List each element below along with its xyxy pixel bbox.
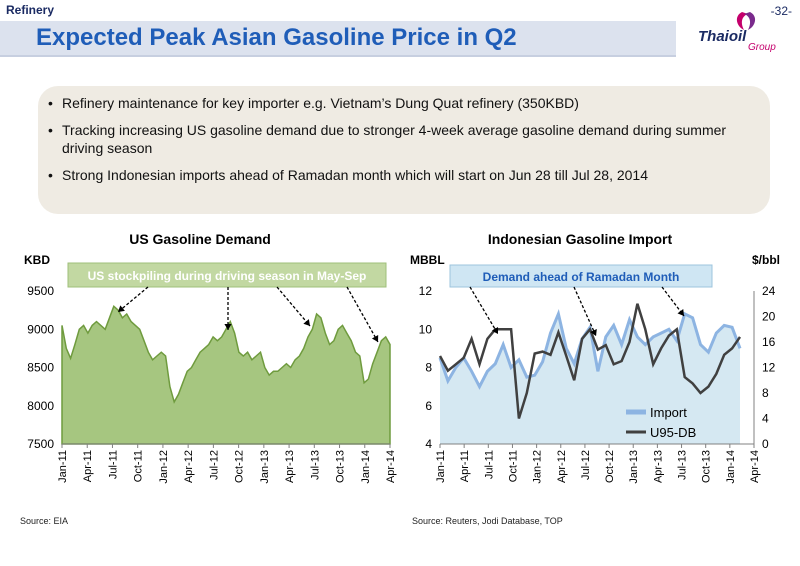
y-tick-label-left: 6 bbox=[425, 399, 432, 413]
x-tick-label: Jul-12 bbox=[580, 450, 592, 480]
x-tick-label: Oct-13 bbox=[335, 450, 347, 483]
annotation-arrow bbox=[661, 286, 685, 317]
x-tick-label: Oct-11 bbox=[507, 450, 519, 482]
x-tick-label: Jul-13 bbox=[309, 450, 321, 480]
x-tick-label: Jan-14 bbox=[725, 450, 737, 484]
y-tick-label-right: 12 bbox=[762, 361, 776, 375]
annotation-arrow bbox=[573, 286, 597, 337]
bullet-item: Strong Indonesian imports ahead of Ramad… bbox=[46, 166, 762, 184]
x-tick-label: Oct-11 bbox=[133, 450, 145, 482]
x-tick-label: Jan-11 bbox=[435, 450, 447, 483]
y-tick-label-left: 10 bbox=[419, 322, 433, 336]
import-area-fill bbox=[440, 313, 740, 444]
annotation-arrowhead bbox=[491, 327, 499, 334]
x-tick-label: Apr-13 bbox=[284, 450, 296, 483]
import-line-series bbox=[438, 308, 742, 390]
x-tick-label: Jan-11 bbox=[57, 450, 69, 483]
area-series bbox=[61, 305, 391, 445]
us-gasoline-demand-chart: US Gasoline Demand KBD 7500 8000 8500 9000 9… bbox=[24, 231, 397, 484]
annotation-box bbox=[449, 264, 713, 288]
indonesian-gasoline-import-chart: Indonesian Gasoline Import MBBL $/bbl 4 6… bbox=[410, 231, 780, 484]
annotation-arrow bbox=[276, 286, 311, 327]
x-tick-label: Oct-12 bbox=[234, 450, 246, 483]
annotation-arrowhead bbox=[303, 319, 310, 326]
y-tick-label-left: 12 bbox=[419, 284, 433, 298]
legend-label-u95: U95-DB bbox=[650, 425, 696, 440]
annotation-arrowhead bbox=[224, 324, 232, 330]
x-tick-label: Jan-13 bbox=[259, 450, 271, 484]
u95-line-series bbox=[438, 303, 742, 419]
y-tick-label-right: 16 bbox=[762, 335, 776, 349]
logo-subtext: Group bbox=[748, 42, 776, 53]
x-tick-label: Oct-12 bbox=[604, 450, 616, 483]
x-tick-label: Jan-13 bbox=[628, 450, 640, 484]
y-tick-label-right: 8 bbox=[762, 386, 769, 400]
section-label: Refinery bbox=[6, 3, 55, 17]
x-tick-label: Apr-11 bbox=[82, 450, 94, 482]
x-tick-label: Jul-12 bbox=[208, 450, 220, 480]
y-tick-label: 7500 bbox=[27, 437, 54, 451]
y-axis-label-left: MBBL bbox=[410, 253, 445, 267]
annotation-arrow bbox=[346, 286, 379, 343]
y-tick-label: 8500 bbox=[27, 361, 54, 375]
annotation-box bbox=[67, 262, 387, 288]
y-tick-label-right: 0 bbox=[762, 437, 769, 451]
x-tick-label: Apr-13 bbox=[652, 450, 664, 483]
x-tick-label: Jul-13 bbox=[677, 450, 689, 480]
x-tick-label: Apr-12 bbox=[183, 450, 195, 483]
y-tick-label-right: 24 bbox=[762, 284, 776, 298]
x-tick-label: Apr-12 bbox=[556, 450, 568, 483]
y-axis-label: KBD bbox=[24, 253, 50, 267]
x-tick-label: Oct-13 bbox=[701, 450, 713, 483]
annotation-text: US stockpiling during driving season in … bbox=[88, 269, 367, 283]
y-tick-label: 8000 bbox=[27, 399, 54, 413]
chart-title: Indonesian Gasoline Import bbox=[488, 231, 673, 247]
legend-label-import: Import bbox=[650, 405, 687, 420]
page-title: Expected Peak Asian Gasoline Price in Q2 bbox=[36, 24, 517, 51]
title-bar bbox=[0, 21, 676, 57]
source-note-left: Source: EIA bbox=[20, 516, 69, 526]
x-tick-label: Apr-14 bbox=[749, 450, 761, 483]
annotation-arrowhead bbox=[677, 309, 684, 316]
x-tick-label: Jan-12 bbox=[532, 450, 544, 484]
bullet-item: Tracking increasing US gasoline demand d… bbox=[46, 121, 762, 157]
legend: Import U95-DB bbox=[626, 405, 696, 440]
bullet-list: Refinery maintenance for key importer e.… bbox=[46, 94, 762, 193]
x-tick-label: Jul-11 bbox=[483, 450, 495, 479]
logo-flower-icon bbox=[736, 12, 756, 30]
logo-text: Thaioil bbox=[698, 28, 747, 45]
y-tick-label-right: 4 bbox=[762, 412, 769, 426]
y-tick-label: 9000 bbox=[27, 322, 54, 336]
annotation-arrowhead bbox=[371, 335, 379, 342]
y-tick-label-right: 20 bbox=[762, 310, 776, 324]
y-axis-label-right: $/bbl bbox=[752, 253, 780, 267]
page-number: -32- bbox=[770, 4, 792, 18]
x-tick-label: Jan-14 bbox=[360, 450, 372, 484]
annotation-arrow bbox=[117, 286, 149, 313]
x-tick-label: Jul-11 bbox=[107, 450, 119, 479]
company-logo: Thaioil Group bbox=[690, 8, 790, 56]
bullet-item: Refinery maintenance for key importer e.… bbox=[46, 94, 762, 112]
source-note-right: Source: Reuters, Jodi Database, TOP bbox=[412, 516, 563, 526]
annotation-arrowhead bbox=[118, 305, 125, 312]
y-tick-label-left: 8 bbox=[425, 361, 432, 375]
annotation-arrowhead bbox=[590, 329, 597, 336]
y-tick-label-left: 4 bbox=[425, 437, 432, 451]
x-tick-label: Jan-12 bbox=[158, 450, 170, 484]
annotation-arrow bbox=[469, 286, 499, 335]
x-tick-label: Apr-11 bbox=[459, 450, 471, 482]
y-tick-label: 9500 bbox=[27, 284, 54, 298]
annotation-text: Demand ahead of Ramadan Month bbox=[483, 270, 680, 284]
x-tick-label: Apr-14 bbox=[385, 450, 397, 483]
chart-title: US Gasoline Demand bbox=[129, 231, 271, 247]
